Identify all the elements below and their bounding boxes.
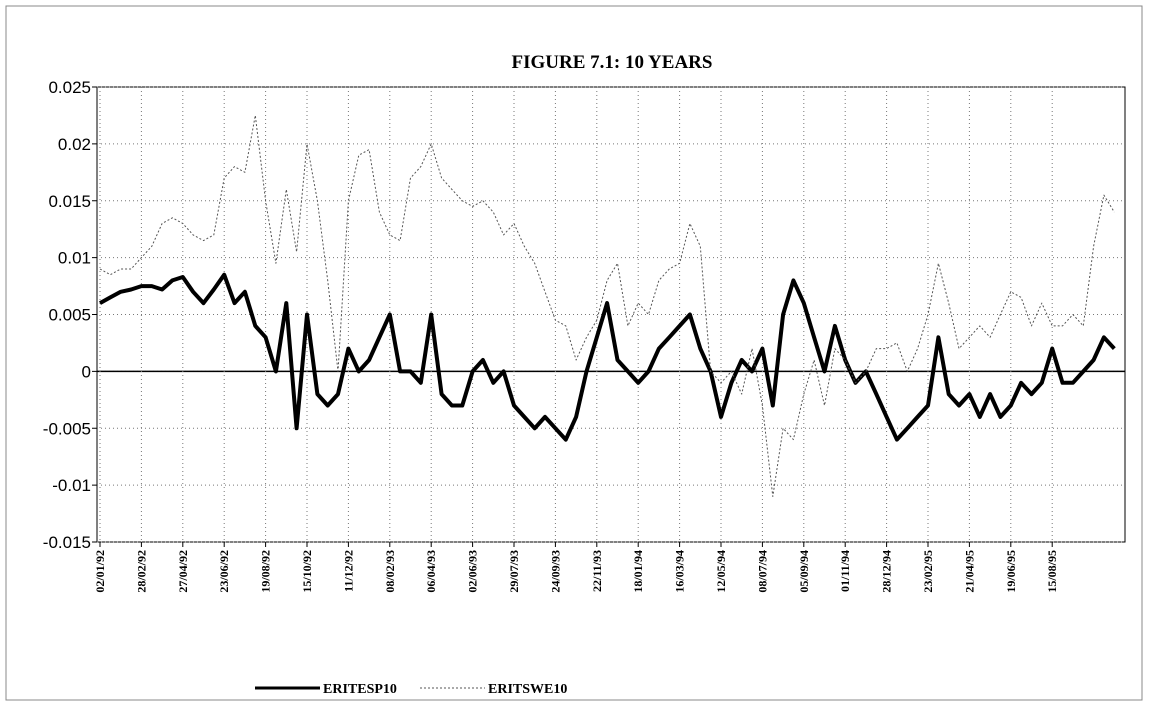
x-tick-label: 28/12/94 (880, 550, 894, 593)
x-tick-label: 24/09/93 (548, 550, 562, 593)
x-tick-label: 19/08/92 (259, 550, 273, 593)
y-tick-label: -0.005 (43, 419, 91, 438)
x-tick-label: 05/09/94 (797, 550, 811, 593)
x-tick-label: 27/04/92 (176, 550, 190, 593)
x-tick-label: 18/01/94 (631, 550, 645, 593)
x-tick-label: 11/12/92 (341, 550, 355, 592)
x-tick-label: 08/02/93 (383, 550, 397, 593)
y-tick-label: -0.015 (43, 533, 91, 552)
legend-label: ERITSWE10 (488, 682, 567, 697)
series-line (99, 114, 1115, 497)
chart-title: FIGURE 7.1: 10 YEARS (512, 52, 713, 73)
x-tick-label: 23/06/92 (217, 550, 231, 593)
y-tick-label: 0 (82, 362, 91, 381)
x-tick-label: 02/01/92 (93, 550, 107, 593)
x-tick-label: 21/04/95 (962, 550, 976, 593)
y-tick-label: 0.005 (48, 306, 91, 325)
legend-label: ERITESP10 (323, 682, 397, 697)
x-tick-label: 22/11/93 (590, 550, 604, 592)
y-tick-label: 0.01 (58, 249, 91, 268)
y-tick-label: 0.015 (48, 192, 91, 211)
chart-frame (5, 5, 1143, 701)
x-tick-label: 19/06/95 (1004, 550, 1018, 593)
x-tick-label: 08/07/94 (755, 550, 769, 593)
y-tick-label: 0.02 (58, 135, 91, 154)
x-tick-label: 16/03/94 (673, 550, 687, 593)
x-tick-label: 15/08/95 (1045, 550, 1059, 593)
x-tick-label: 23/02/95 (921, 550, 935, 593)
y-tick-label: -0.01 (52, 476, 91, 495)
x-tick-label: 12/05/94 (714, 550, 728, 593)
y-tick-label: 0.025 (48, 78, 91, 97)
x-tick-label: 29/07/93 (507, 550, 521, 593)
x-tick-label: 02/06/93 (466, 550, 480, 593)
x-tick-label: 06/04/93 (424, 550, 438, 593)
series-line (99, 272, 1116, 442)
x-tick-label: 15/10/92 (300, 550, 314, 593)
x-tick-label: 28/02/92 (134, 550, 148, 593)
x-tick-label: 01/11/94 (838, 550, 852, 592)
